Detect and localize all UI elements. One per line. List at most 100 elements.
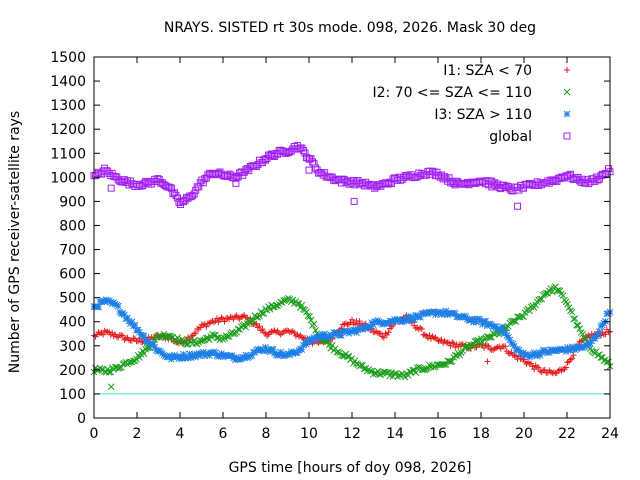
series-1: [90, 283, 614, 381]
data-point: [117, 364, 125, 371]
data-point: [345, 352, 353, 360]
axis-layer: 0 2 4 6 8 10 12 14 16 18 20 22 240100200300400500600…: [50, 50, 619, 442]
data-point: [100, 331, 107, 338]
data-point: [221, 318, 228, 325]
y-tick-label: 700: [59, 243, 86, 259]
data-point: [119, 332, 126, 339]
data-point: [562, 364, 569, 371]
data-point: [409, 366, 417, 374]
x-tick-label: 0: [90, 426, 99, 442]
x-axis-label: GPS time [hours of doy 098, 2026]: [229, 460, 472, 476]
data-point: [576, 325, 584, 333]
x-tick-label: 12: [343, 426, 361, 442]
data-point: [95, 303, 102, 311]
legend: I1: SZA < 70 I2: 70 <= SZA <= 110 I3: SZA …: [372, 63, 571, 145]
data-point: [349, 316, 355, 323]
data-point: [439, 360, 447, 368]
plot-area: [90, 142, 614, 395]
x-tick-label: 6: [219, 426, 228, 442]
data-point: [447, 358, 455, 366]
data-point: [256, 312, 263, 320]
y-tick-label: 100: [59, 387, 86, 403]
data-point: [571, 315, 579, 322]
data-point: [140, 332, 148, 340]
data-point: [385, 329, 392, 336]
data-point: [266, 305, 274, 313]
y-tick-label: 0: [77, 411, 86, 427]
series-2: [90, 296, 614, 364]
data-point: [438, 336, 445, 343]
data-point: [426, 332, 433, 339]
data-point: [114, 302, 122, 310]
data-point: [570, 315, 577, 323]
data-point: [203, 323, 210, 330]
legend-marker: [563, 88, 571, 96]
data-point: [418, 326, 425, 333]
outlier-point: [484, 358, 491, 365]
data-point: [190, 190, 198, 198]
data-point: [448, 358, 456, 365]
data-point: [199, 337, 207, 344]
data-point: [294, 300, 301, 307]
y-tick-label: 1200: [50, 122, 86, 138]
x-tick-label: 22: [558, 426, 576, 442]
data-point: [447, 342, 454, 349]
data-point: [380, 334, 387, 341]
y-tick-label: 300: [59, 339, 86, 355]
data-point: [298, 301, 306, 309]
data-point: [564, 300, 571, 308]
y-tick-label: 1000: [50, 170, 86, 186]
data-point: [579, 330, 587, 338]
data-point: [502, 343, 509, 350]
y-tick-label: 1500: [50, 50, 86, 66]
data-point: [538, 295, 546, 303]
x-tick-label: 18: [472, 426, 490, 442]
data-point: [352, 321, 359, 328]
data-point: [259, 326, 266, 333]
legend-marker: [563, 132, 571, 140]
legend-marker: [563, 110, 571, 118]
legend-label: I2: 70 <= SZA <= 110: [372, 85, 532, 101]
outlier-point: [107, 383, 115, 391]
data-point: [130, 357, 137, 365]
data-point: [160, 330, 168, 338]
data-point: [256, 323, 263, 330]
chart-title: NRAYS. SISTED rt 30s mode. 098, 2026. Ma…: [164, 20, 536, 36]
data-point: [535, 364, 542, 371]
outlier-point: [232, 179, 240, 187]
x-tick-label: 10: [300, 426, 318, 442]
y-tick-label: 900: [59, 194, 86, 210]
data-point: [303, 308, 310, 316]
series-3: [90, 142, 614, 208]
legend-label: I1: SZA < 70: [443, 63, 532, 79]
data-point: [310, 320, 318, 328]
data-point: [520, 313, 527, 320]
data-point: [553, 287, 561, 295]
data-point: [498, 323, 506, 330]
x-tick-label: 24: [601, 426, 619, 442]
data-point: [291, 329, 298, 336]
data-point: [356, 318, 363, 325]
y-tick-label: 400: [59, 315, 86, 331]
data-point: [569, 355, 576, 362]
data-point: [259, 310, 266, 318]
outlier-point: [514, 202, 522, 210]
data-point: [105, 368, 113, 376]
x-tick-label: 16: [429, 426, 447, 442]
data-point: [531, 366, 538, 373]
legend-label: I3: SZA > 110: [434, 107, 532, 123]
data-point: [253, 320, 260, 327]
data-point: [180, 336, 187, 344]
data-point: [131, 321, 139, 329]
data-point: [269, 346, 277, 353]
outlier-point: [350, 197, 358, 205]
y-tick-label: 1300: [50, 98, 86, 114]
data-point: [580, 334, 588, 342]
data-point: [504, 323, 512, 330]
data-point: [559, 292, 567, 300]
data-point: [568, 308, 576, 316]
data-point: [140, 350, 148, 357]
outlier-point: [305, 166, 313, 174]
